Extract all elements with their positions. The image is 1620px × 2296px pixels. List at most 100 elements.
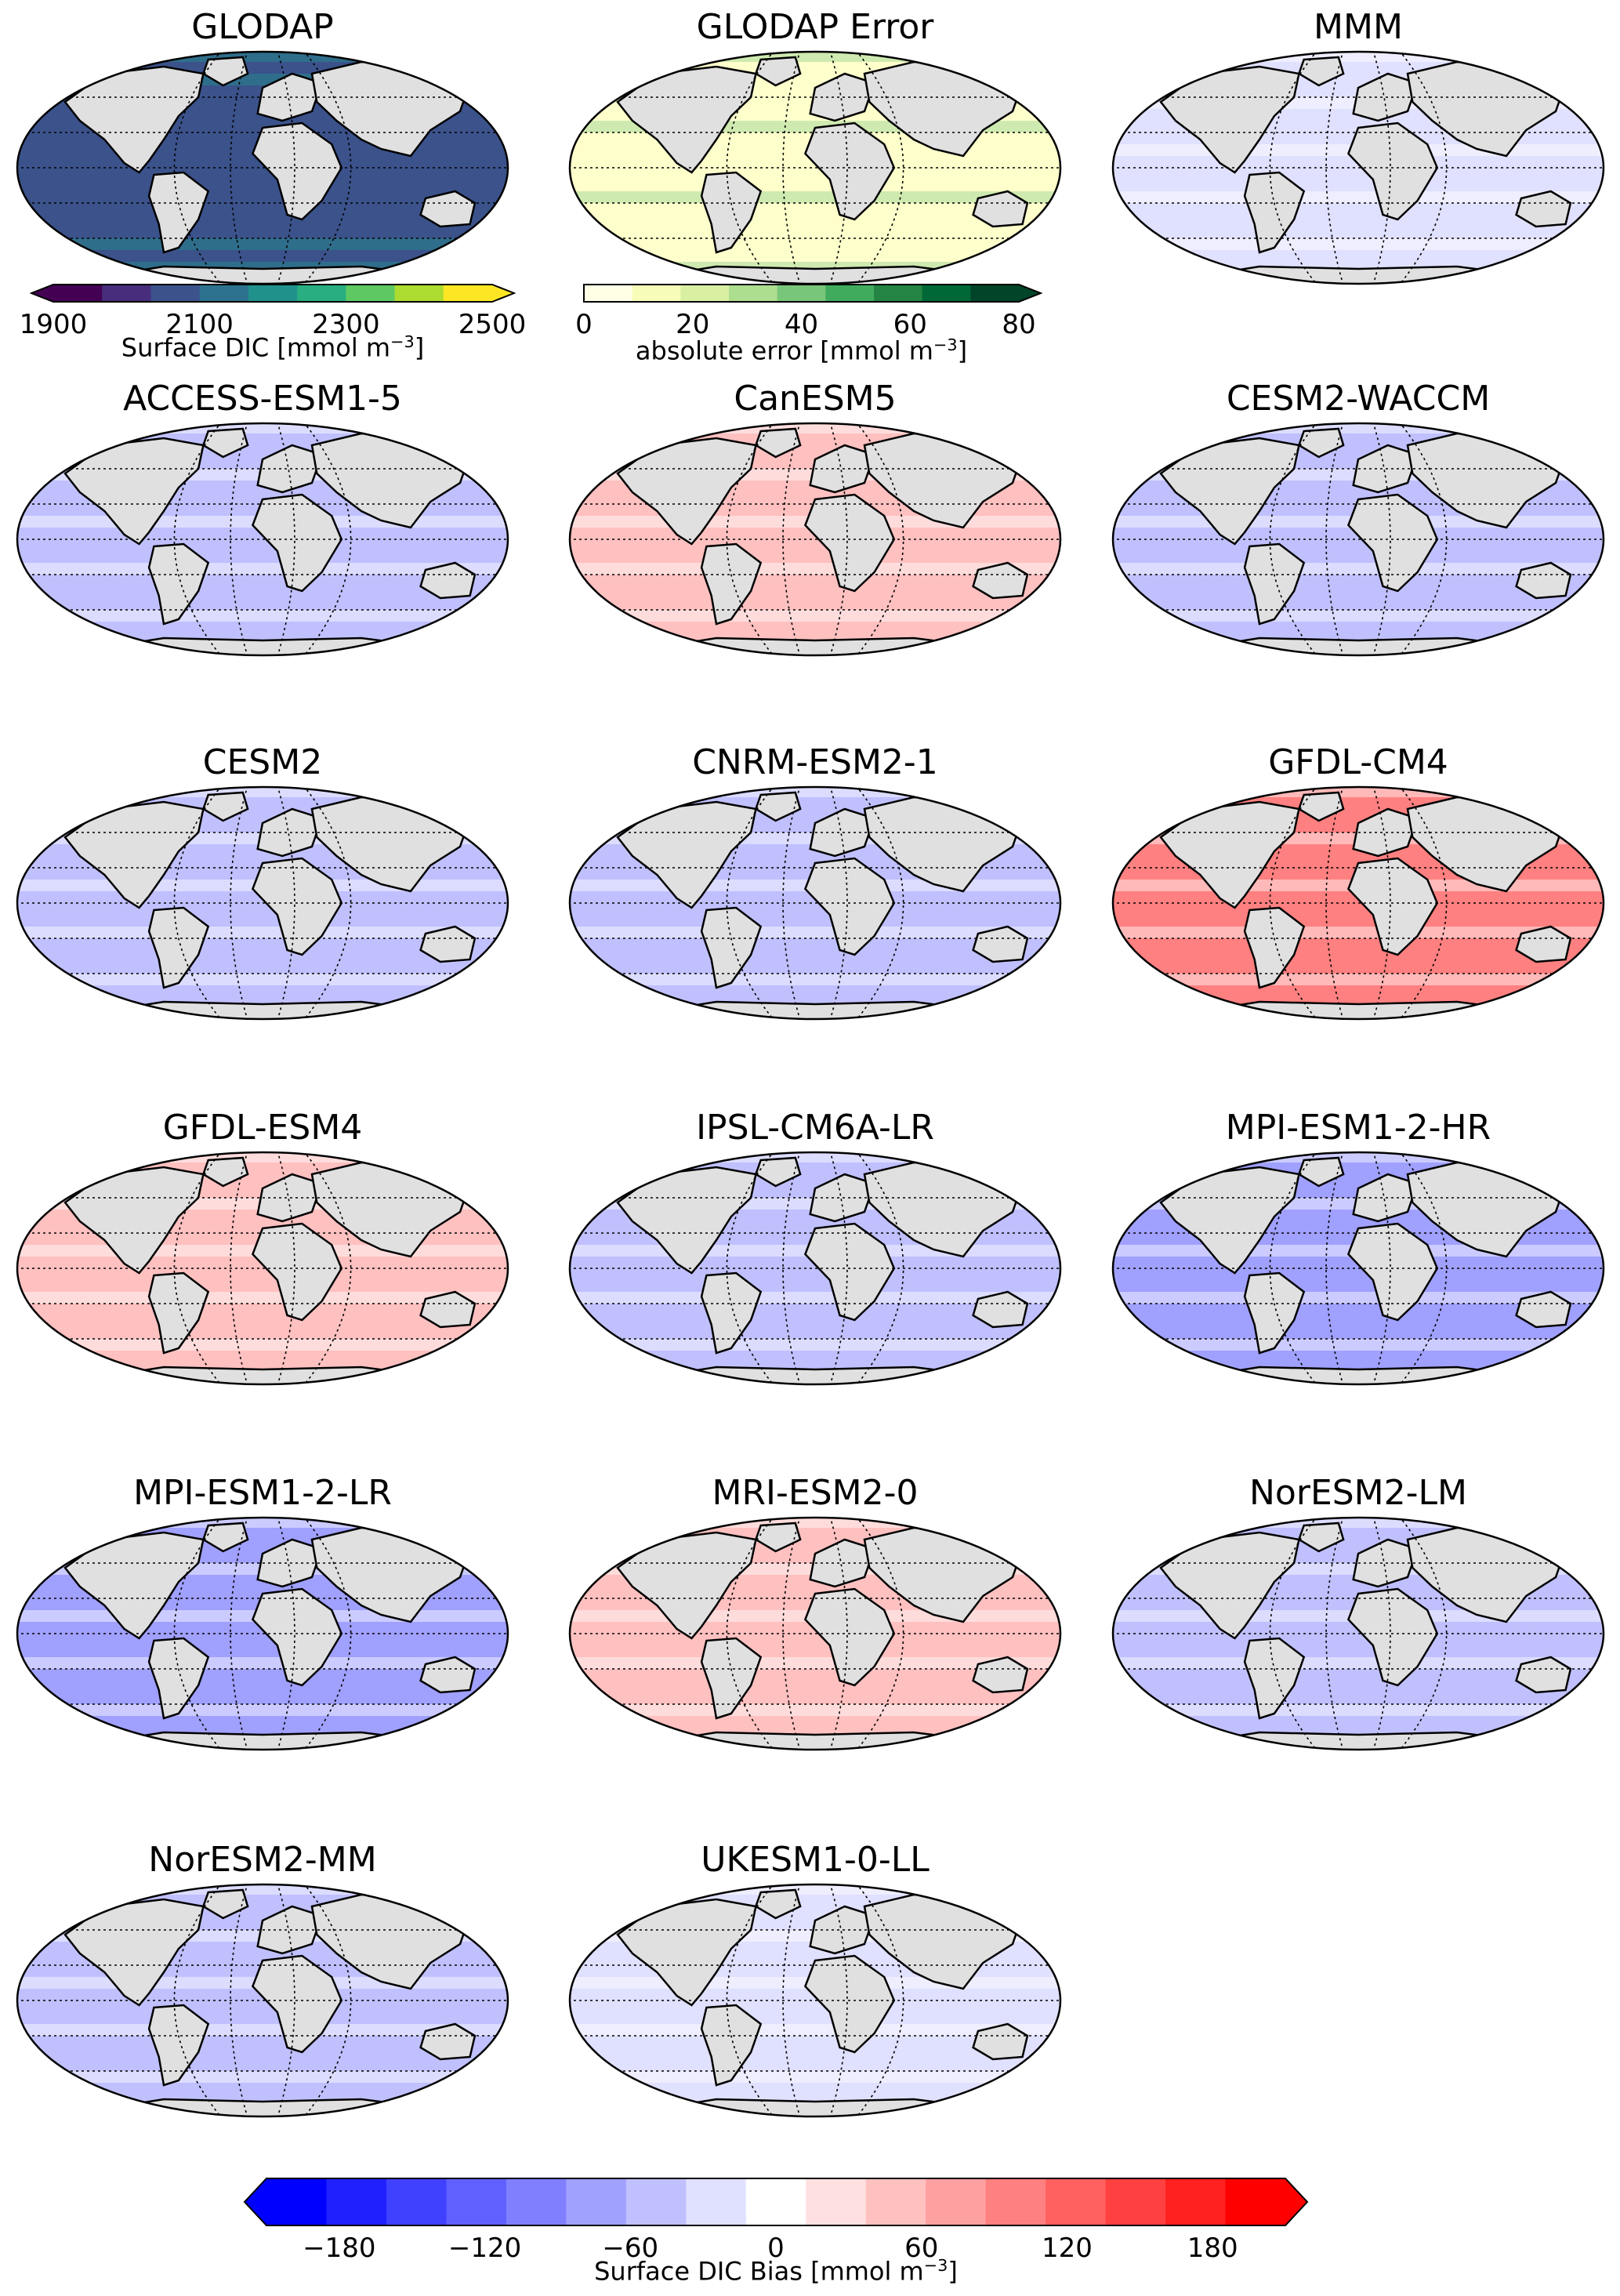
colorbar-segment <box>1225 2178 1286 2225</box>
map-border <box>1111 785 1605 1021</box>
land-antarctica <box>1200 1366 1531 1384</box>
field-band <box>1113 1292 1604 1304</box>
colorbar-segment <box>150 285 201 302</box>
field-band <box>1113 1634 1604 1645</box>
map-border <box>568 422 1062 657</box>
meridian-line <box>173 787 223 1019</box>
land-europe <box>1352 1538 1419 1588</box>
colorbar-tick-label: 1900 <box>19 309 88 340</box>
map-border <box>568 785 1062 1021</box>
field-band <box>17 950 508 962</box>
colorbar-segment <box>686 2178 747 2225</box>
colorbar-tick-label: 40 <box>784 309 819 340</box>
land-south-america <box>147 906 210 989</box>
map-gfdl-cm4 <box>1111 785 1605 1021</box>
field-band <box>570 809 1060 821</box>
land-antarctica <box>104 1366 436 1384</box>
field-band <box>570 74 1060 85</box>
land-south-america <box>700 1271 763 1355</box>
colorbar-tick-label: 180 <box>1187 2233 1238 2264</box>
panel-title: CESM2 <box>202 742 323 782</box>
field-band <box>1113 1540 1604 1551</box>
field-band <box>1113 610 1604 622</box>
field-band <box>17 809 508 821</box>
colorbar-segment <box>970 285 1020 302</box>
colorbar-tick-label: 60 <box>893 309 927 340</box>
meridian-line <box>855 423 904 655</box>
map-border <box>16 422 509 657</box>
land-north-america <box>616 1898 757 2007</box>
land-australia <box>972 1656 1029 1694</box>
field-band <box>570 950 1060 962</box>
field-band <box>570 1634 1060 1645</box>
colorbar-tick-label: 0 <box>575 309 593 340</box>
field-band <box>17 1292 508 1304</box>
land-australia <box>972 190 1029 228</box>
land-north-america <box>63 437 205 546</box>
land-greenland <box>754 56 802 87</box>
land-north-america <box>63 65 205 174</box>
panel-cnrm-esm2-1: CNRM-ESM2-1 <box>568 742 1062 1024</box>
colorbar-segment <box>566 2178 627 2225</box>
map-noresm2-lm <box>1111 1516 1605 1751</box>
land-europe <box>256 1173 324 1223</box>
land-australia <box>419 190 477 228</box>
panel-title: MPI-ESM1-2-LR <box>133 1473 392 1513</box>
land-north-america <box>1159 65 1300 174</box>
panel-noresm2-lm: NorESM2-LM <box>1111 1472 1605 1754</box>
land-europe <box>809 807 876 858</box>
panel-mmm: MMM <box>1111 6 1605 288</box>
land-africa <box>1346 1222 1439 1322</box>
field-band <box>570 1704 1060 1716</box>
field-band <box>1113 168 1604 180</box>
panel-title: CESM2-WACCM <box>1226 379 1491 419</box>
land-europe <box>1352 444 1419 494</box>
meridian-line <box>855 1152 904 1384</box>
land-europe <box>1352 807 1419 858</box>
panel-ipsl-cm6a-lr: IPSL-CM6A-LR <box>568 1107 1062 1389</box>
panel-canesm5: CanESM5 <box>568 378 1062 660</box>
colorbar-segment <box>446 2178 507 2225</box>
land-antarctica <box>104 1000 436 1019</box>
land-north-america <box>63 800 205 909</box>
land-europe <box>256 1538 324 1588</box>
colorbar-outline <box>243 2178 1309 2226</box>
land-africa <box>251 1954 343 2054</box>
field-band <box>17 2071 508 2083</box>
colorbar-segment <box>825 285 875 302</box>
colorbar-segment <box>584 285 633 302</box>
land-africa <box>251 493 343 593</box>
land-south-america <box>700 2004 763 2087</box>
land-australia <box>972 2022 1029 2061</box>
field-band <box>1113 1704 1604 1716</box>
land-greenland <box>201 791 249 822</box>
field-band <box>1113 74 1604 85</box>
map-mmm <box>1111 50 1605 285</box>
field-band <box>570 1292 1060 1304</box>
map-border <box>16 1883 509 2118</box>
field-band <box>570 191 1060 203</box>
field-band <box>17 445 508 457</box>
field-band <box>17 238 508 250</box>
colorbar-segment <box>1105 2178 1166 2225</box>
field-band <box>1113 809 1604 821</box>
colorbar-tick-label: 80 <box>1002 309 1036 340</box>
panel-gfdl-cm4: GFDL-CM4 <box>1111 742 1605 1024</box>
field-band <box>17 2000 508 2012</box>
panel-title: MMM <box>1314 7 1403 47</box>
panel-noresm2-mm: NorESM2-MM <box>16 1839 509 2121</box>
land-antarctica <box>104 265 436 284</box>
land-greenland <box>754 1156 802 1188</box>
land-antarctica <box>1200 265 1531 284</box>
meridian-line <box>1269 1152 1318 1384</box>
map-cnrm-esm2-1 <box>568 785 1062 1021</box>
meridian-line <box>303 787 352 1019</box>
colorbar-segment <box>632 285 681 302</box>
field-band <box>570 974 1060 985</box>
meridian-line <box>1398 52 1448 284</box>
land-greenland <box>1297 791 1345 822</box>
field-band <box>1113 238 1604 250</box>
field-band <box>570 1315 1060 1327</box>
land-europe <box>809 1905 876 1955</box>
land-south-america <box>147 171 210 254</box>
